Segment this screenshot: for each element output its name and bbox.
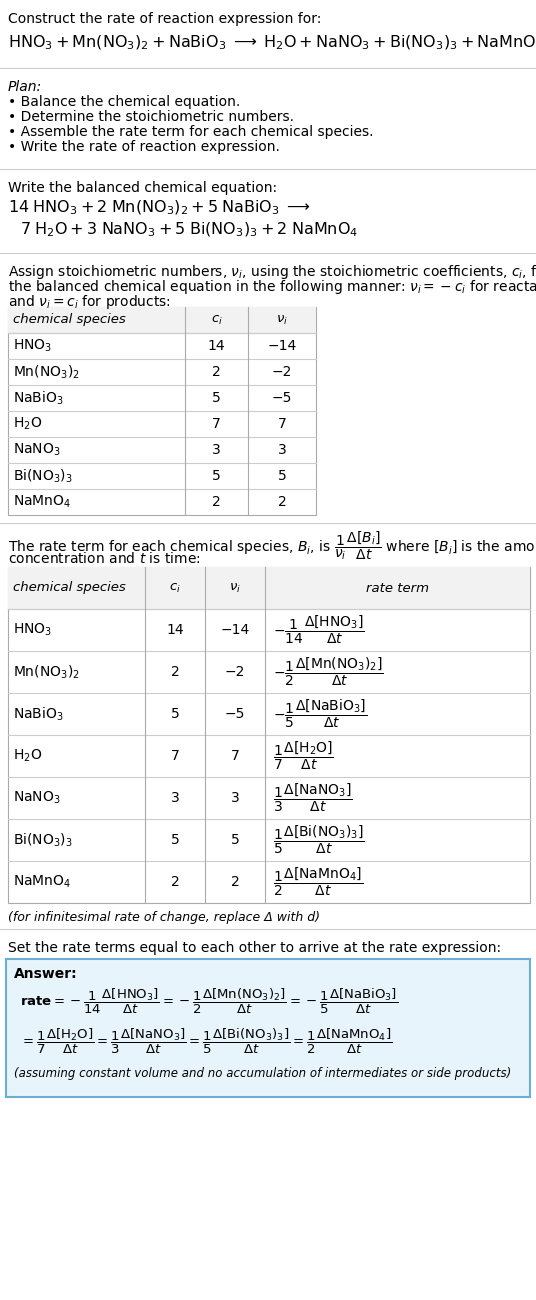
Text: $\mathrm{NaNO_3}$: $\mathrm{NaNO_3}$	[13, 442, 61, 458]
Text: and $\nu_i = c_i$ for products:: and $\nu_i = c_i$ for products:	[8, 292, 171, 311]
Text: 2: 2	[212, 365, 221, 380]
Text: $\mathrm{7\;H_2O + 3\;NaNO_3 + 5\;Bi(NO_3)_3 + 2\;NaMnO_4}$: $\mathrm{7\;H_2O + 3\;NaNO_3 + 5\;Bi(NO_…	[20, 221, 358, 239]
Text: $\mathrm{HNO_3 + Mn(NO_3)_2 + NaBiO_3}$$\;\longrightarrow\;$$\mathrm{H_2O + NaNO: $\mathrm{HNO_3 + Mn(NO_3)_2 + NaBiO_3}$$…	[8, 34, 536, 52]
Text: $\mathrm{NaMnO_4}$: $\mathrm{NaMnO_4}$	[13, 494, 71, 510]
Text: $\mathrm{HNO_3}$: $\mathrm{HNO_3}$	[13, 621, 52, 638]
Text: 3: 3	[212, 443, 221, 458]
Text: $\dfrac{1}{3}\dfrac{\Delta[\mathrm{NaNO_3}]}{\Delta t}$: $\dfrac{1}{3}\dfrac{\Delta[\mathrm{NaNO_…	[273, 781, 353, 814]
Text: • Assemble the rate term for each chemical species.: • Assemble the rate term for each chemic…	[8, 125, 374, 139]
Text: rate term: rate term	[366, 581, 429, 594]
Text: $= \dfrac{1}{7}\dfrac{\Delta[\mathrm{H_2O}]}{\Delta t} = \dfrac{1}{3}\dfrac{\Del: $= \dfrac{1}{7}\dfrac{\Delta[\mathrm{H_2…	[20, 1027, 392, 1056]
Text: $\dfrac{1}{2}\dfrac{\Delta[\mathrm{NaMnO_4}]}{\Delta t}$: $\dfrac{1}{2}\dfrac{\Delta[\mathrm{NaMnO…	[273, 866, 363, 898]
Bar	[8, 567, 530, 608]
Text: 14: 14	[207, 339, 225, 354]
Text: 14: 14	[166, 623, 184, 637]
Text: (for infinitesimal rate of change, replace Δ with d): (for infinitesimal rate of change, repla…	[8, 911, 320, 924]
Text: 2: 2	[212, 495, 221, 510]
Text: $\mathrm{Mn(NO_3)_2}$: $\mathrm{Mn(NO_3)_2}$	[13, 663, 80, 681]
Text: $-\dfrac{1}{14}\dfrac{\Delta[\mathrm{HNO_3}]}{\Delta t}$: $-\dfrac{1}{14}\dfrac{\Delta[\mathrm{HNO…	[273, 614, 365, 646]
Text: Construct the rate of reaction expression for:: Construct the rate of reaction expressio…	[8, 12, 322, 26]
Text: −2: −2	[225, 666, 245, 679]
Text: Write the balanced chemical equation:: Write the balanced chemical equation:	[8, 181, 277, 195]
Text: −5: −5	[225, 707, 245, 722]
Text: 5: 5	[212, 469, 221, 484]
Text: $\mathrm{HNO_3}$: $\mathrm{HNO_3}$	[13, 338, 52, 354]
Text: 5: 5	[230, 833, 240, 848]
Text: 3: 3	[230, 790, 240, 805]
Text: 5: 5	[170, 707, 180, 722]
Text: 5: 5	[170, 833, 180, 848]
Text: $\mathrm{NaNO_3}$: $\mathrm{NaNO_3}$	[13, 790, 61, 806]
Text: the balanced chemical equation in the following manner: $\nu_i = -c_i$ for react: the balanced chemical equation in the fo…	[8, 278, 536, 296]
Bar	[8, 567, 530, 903]
Text: 3: 3	[170, 790, 180, 805]
Text: 2: 2	[278, 495, 286, 510]
Text: $-\dfrac{1}{2}\dfrac{\Delta[\mathrm{Mn(NO_3)_2}]}{\Delta t}$: $-\dfrac{1}{2}\dfrac{\Delta[\mathrm{Mn(N…	[273, 655, 384, 688]
Text: chemical species: chemical species	[13, 581, 126, 594]
Text: The rate term for each chemical species, $B_i$, is $\dfrac{1}{\nu_i}\dfrac{\Delt: The rate term for each chemical species,…	[8, 529, 536, 562]
Text: concentration and $t$ is time:: concentration and $t$ is time:	[8, 551, 200, 566]
Text: $\mathrm{Mn(NO_3)_2}$: $\mathrm{Mn(NO_3)_2}$	[13, 363, 80, 381]
Text: Set the rate terms equal to each other to arrive at the rate expression:: Set the rate terms equal to each other t…	[8, 941, 501, 956]
Text: • Determine the stoichiometric numbers.: • Determine the stoichiometric numbers.	[8, 111, 294, 124]
Bar	[8, 307, 316, 333]
Text: $c_i$: $c_i$	[169, 581, 181, 594]
Text: 7: 7	[212, 417, 221, 432]
Text: $\mathrm{NaBiO_3}$: $\mathrm{NaBiO_3}$	[13, 706, 64, 723]
Text: −14: −14	[220, 623, 250, 637]
Text: $\mathrm{H_2O}$: $\mathrm{H_2O}$	[13, 416, 42, 432]
Text: $\mathrm{Bi(NO_3)_3}$: $\mathrm{Bi(NO_3)_3}$	[13, 467, 73, 485]
Text: −14: −14	[267, 339, 296, 354]
Text: Plan:: Plan:	[8, 81, 42, 94]
Text: Answer:: Answer:	[14, 967, 78, 982]
Text: $\mathrm{Bi(NO_3)_3}$: $\mathrm{Bi(NO_3)_3}$	[13, 831, 73, 849]
Text: $\dfrac{1}{5}\dfrac{\Delta[\mathrm{Bi(NO_3)_3}]}{\Delta t}$: $\dfrac{1}{5}\dfrac{\Delta[\mathrm{Bi(NO…	[273, 824, 365, 857]
Text: $\mathrm{H_2O}$: $\mathrm{H_2O}$	[13, 747, 42, 764]
Text: $\dfrac{1}{7}\dfrac{\Delta[\mathrm{H_2O}]}{\Delta t}$: $\dfrac{1}{7}\dfrac{\Delta[\mathrm{H_2O}…	[273, 740, 334, 772]
Text: • Balance the chemical equation.: • Balance the chemical equation.	[8, 95, 240, 109]
Bar	[8, 307, 316, 515]
Text: −2: −2	[272, 365, 292, 380]
Text: • Write the rate of reaction expression.: • Write the rate of reaction expression.	[8, 140, 280, 153]
Text: 5: 5	[278, 469, 286, 484]
Text: $\mathrm{NaMnO_4}$: $\mathrm{NaMnO_4}$	[13, 874, 71, 890]
Text: 7: 7	[230, 749, 240, 763]
Text: $\mathrm{NaBiO_3}$: $\mathrm{NaBiO_3}$	[13, 389, 64, 407]
Bar	[6, 959, 530, 1097]
Text: $c_i$: $c_i$	[211, 313, 222, 326]
Text: $\mathrm{14\;HNO_3 + 2\;Mn(NO_3)_2 + 5\;NaBiO_3\;\longrightarrow}$: $\mathrm{14\;HNO_3 + 2\;Mn(NO_3)_2 + 5\;…	[8, 199, 311, 217]
Text: 5: 5	[212, 391, 221, 406]
Text: 7: 7	[170, 749, 180, 763]
Text: −5: −5	[272, 391, 292, 406]
Text: chemical species: chemical species	[13, 313, 126, 326]
Text: $\mathbf{rate} = -\dfrac{1}{14}\dfrac{\Delta[\mathrm{HNO_3}]}{\Delta t} = -\dfra: $\mathbf{rate} = -\dfrac{1}{14}\dfrac{\D…	[20, 987, 398, 1017]
Text: $\nu_i$: $\nu_i$	[276, 313, 288, 326]
Text: $-\dfrac{1}{5}\dfrac{\Delta[\mathrm{NaBiO_3}]}{\Delta t}$: $-\dfrac{1}{5}\dfrac{\Delta[\mathrm{NaBi…	[273, 698, 367, 731]
Text: 7: 7	[278, 417, 286, 432]
Text: 3: 3	[278, 443, 286, 458]
Text: 2: 2	[170, 875, 180, 889]
Text: 2: 2	[230, 875, 240, 889]
Text: 2: 2	[170, 666, 180, 679]
Text: $\nu_i$: $\nu_i$	[229, 581, 241, 594]
Text: Assign stoichiometric numbers, $\nu_i$, using the stoichiometric coefficients, $: Assign stoichiometric numbers, $\nu_i$, …	[8, 263, 536, 281]
Text: (assuming constant volume and no accumulation of intermediates or side products): (assuming constant volume and no accumul…	[14, 1067, 511, 1080]
